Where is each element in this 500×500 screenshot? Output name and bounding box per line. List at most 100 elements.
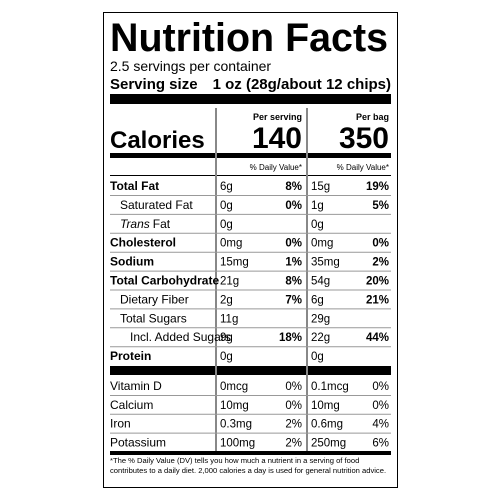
- daily-value: 1%: [285, 257, 302, 269]
- nutrient-name-text: Incl. Added Sugars: [130, 330, 231, 344]
- title: Nutrition Facts: [110, 16, 388, 60]
- daily-value: 2%: [372, 257, 389, 269]
- amount: 0.6mg: [311, 419, 343, 431]
- amount: 0.1mcg: [311, 381, 349, 393]
- nutrient-name-text: Saturated Fat: [120, 198, 193, 212]
- nutrient-name: Calcium: [110, 398, 153, 412]
- nutrient-name: Sodium: [110, 255, 154, 269]
- footnote: *The % Daily Value (DV) tells you how mu…: [110, 456, 387, 475]
- amount: 0g: [311, 219, 324, 231]
- daily-value: 21%: [366, 294, 389, 306]
- calories-value: 350: [339, 122, 389, 155]
- amount: 21g: [220, 276, 239, 288]
- serving-size-value: 1 oz (28g/about 12 chips): [213, 76, 391, 93]
- nutrient-name-text: Dietary Fiber: [120, 292, 189, 306]
- dv-header: % Daily Value*: [250, 163, 302, 172]
- column-header: Per serving: [253, 112, 302, 122]
- daily-value: 8%: [285, 276, 302, 288]
- thick-rule: [110, 366, 391, 375]
- daily-value: 4%: [372, 419, 389, 431]
- nutrient-name: Trans Fat: [120, 217, 171, 231]
- nutrient-name: Dietary Fiber: [120, 292, 189, 306]
- nutrient-name: Total Sugars: [120, 311, 187, 325]
- amount: 0mg: [311, 238, 333, 250]
- nutrient-name-text: Potassium: [110, 435, 166, 449]
- daily-value: 7%: [285, 294, 302, 306]
- nutrient-name-text: Total Carbohydrate: [110, 274, 219, 288]
- nutrient-name: Iron: [110, 417, 131, 431]
- servings: 2.5 servings per container: [110, 58, 271, 74]
- nutrient-name-text: Sodium: [110, 255, 154, 269]
- daily-value: 6%: [372, 437, 389, 449]
- nutrient-name: Potassium: [110, 435, 166, 449]
- thick-rule: [110, 94, 391, 104]
- amount: 1g: [311, 200, 324, 212]
- nutrient-name: Protein: [110, 349, 151, 363]
- amount: 15mg: [220, 257, 249, 269]
- column-divider: [215, 108, 217, 451]
- nutrient-name: Incl. Added Sugars: [130, 330, 231, 344]
- calories-label: Calories: [110, 127, 205, 154]
- nutrient-name-text: Protein: [110, 349, 151, 363]
- daily-value: 20%: [366, 276, 389, 288]
- amount: 0mcg: [220, 381, 248, 393]
- amount: 29g: [311, 313, 330, 325]
- daily-value: 18%: [279, 332, 302, 344]
- nutrient-name: Total Fat: [110, 179, 159, 193]
- daily-value: 0%: [372, 238, 389, 250]
- daily-value: 0%: [372, 400, 389, 412]
- amount: 6g: [220, 181, 233, 193]
- daily-value: 0%: [372, 381, 389, 393]
- dv-header: % Daily Value*: [337, 163, 389, 172]
- amount: 11g: [220, 313, 238, 325]
- nutrient-name: Saturated Fat: [120, 198, 193, 212]
- serving-size-label: Serving size: [110, 76, 198, 93]
- amount: 6g: [311, 294, 324, 306]
- calories-value: 140: [252, 122, 302, 155]
- amount: 54g: [311, 276, 330, 288]
- daily-value: 0%: [285, 381, 302, 393]
- daily-value: 2%: [285, 419, 302, 431]
- label-border: [103, 12, 398, 488]
- medium-rule: [110, 153, 391, 158]
- daily-value: 5%: [372, 200, 389, 212]
- amount: 0g: [220, 219, 233, 231]
- amount: 0g: [220, 351, 233, 363]
- amount: 10mg: [220, 400, 249, 412]
- medium-rule: [110, 451, 391, 455]
- daily-value: 19%: [366, 181, 389, 193]
- amount: 22g: [311, 332, 330, 344]
- amount: 35mg: [311, 257, 340, 269]
- daily-value: 44%: [366, 332, 389, 344]
- nutrient-name-text: Iron: [110, 417, 131, 431]
- nutrient-name: Cholesterol: [110, 236, 176, 250]
- nutrient-name: Total Carbohydrate: [110, 274, 219, 288]
- amount: 0mg: [220, 238, 242, 250]
- column-divider: [306, 108, 308, 451]
- nutrient-name-text: Fat: [153, 217, 171, 231]
- amount: 0g: [311, 351, 324, 363]
- nutrient-name-text: Vitamin D: [110, 379, 162, 393]
- daily-value: 0%: [285, 400, 302, 412]
- column-header: Per bag: [356, 112, 389, 122]
- amount: 100mg: [220, 437, 255, 449]
- amount: 0.3mg: [220, 419, 252, 431]
- daily-value: 2%: [285, 437, 302, 449]
- nutrient-name-text: Calcium: [110, 398, 153, 412]
- nutrient-name-text: Cholesterol: [110, 236, 176, 250]
- amount: 9g: [220, 332, 233, 344]
- nutrient-name-text: Total Fat: [110, 179, 159, 193]
- amount: 0g: [220, 200, 233, 212]
- amount: 15g: [311, 181, 330, 193]
- nutrient-name-text: Total Sugars: [120, 311, 187, 325]
- amount: 2g: [220, 294, 233, 306]
- daily-value: 0%: [285, 200, 302, 212]
- rows: Total Fat 6g 8% 15g 19% Saturated Fat 0g 0% 1g 5%…: [110, 179, 391, 449]
- nutrient-name: Vitamin D: [110, 379, 162, 393]
- amount: 10mg: [311, 400, 340, 412]
- daily-value: 0%: [285, 238, 302, 250]
- daily-value: 8%: [285, 181, 302, 193]
- nutrient-name-italic: Trans: [120, 217, 150, 231]
